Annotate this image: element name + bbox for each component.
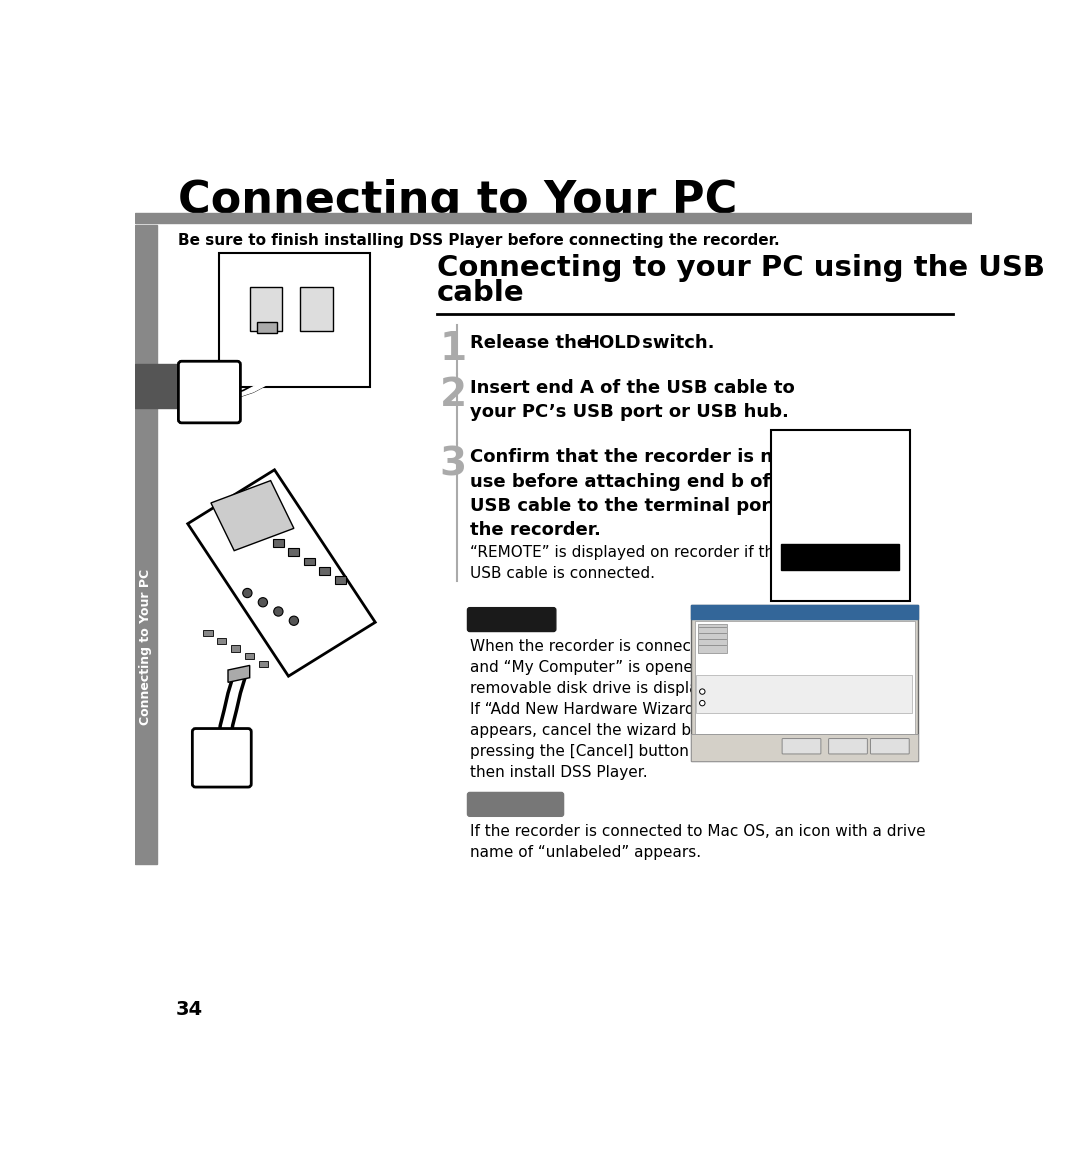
Bar — [135, 225, 157, 864]
Text: Install the software automatically (Recommended): Install the software automatically (Reco… — [708, 688, 903, 697]
FancyBboxPatch shape — [468, 793, 564, 816]
Text: This wizard helps you install a driver for:: This wizard helps you install a driver f… — [698, 654, 868, 664]
Text: 3: 3 — [146, 370, 170, 402]
Bar — [320, 566, 330, 575]
Text: 2: 2 — [440, 376, 467, 414]
Bar — [335, 576, 346, 584]
Bar — [273, 539, 284, 547]
Polygon shape — [211, 481, 294, 550]
Bar — [259, 661, 268, 667]
Text: 34: 34 — [175, 1000, 202, 1018]
Bar — [698, 624, 727, 653]
Bar — [249, 287, 282, 332]
Text: cable: cable — [437, 279, 525, 306]
Bar — [694, 621, 915, 734]
Text: A: A — [194, 373, 225, 412]
Text: Macintosh: Macintosh — [472, 798, 559, 813]
Text: switch.: switch. — [636, 334, 715, 351]
Polygon shape — [188, 469, 375, 676]
Text: If the recorder is connected to Mac OS, an icon with a drive
name of “unlabeled”: If the recorder is connected to Mac OS, … — [470, 824, 926, 860]
Text: Cancel: Cancel — [875, 742, 905, 750]
Bar — [691, 734, 918, 761]
Text: Insert end A of the USB cable to
your PC’s USB port or USB hub.: Insert end A of the USB cable to your PC… — [470, 379, 795, 421]
Bar — [257, 323, 276, 333]
Circle shape — [700, 689, 705, 695]
Text: Confirm that the recorder is not in
use before attaching end b of the
USB cable : Confirm that the recorder is not in use … — [470, 449, 819, 539]
Text: 1: 1 — [440, 329, 467, 368]
Text: Release the: Release the — [470, 334, 595, 351]
FancyBboxPatch shape — [828, 739, 867, 754]
Bar — [218, 253, 369, 387]
Text: REMOTE: REMOTE — [805, 549, 876, 564]
Text: Windows: Windows — [473, 613, 550, 628]
Polygon shape — [228, 666, 249, 682]
Text: Hardware Update Wizard: Hardware Update Wizard — [748, 606, 861, 615]
Bar — [288, 548, 299, 556]
Circle shape — [258, 598, 268, 607]
Text: Connecting to your PC using the USB: Connecting to your PC using the USB — [437, 254, 1045, 282]
Text: 3: 3 — [440, 445, 467, 483]
Bar — [691, 606, 918, 620]
FancyBboxPatch shape — [782, 739, 821, 754]
Text: Connecting to Your PC: Connecting to Your PC — [139, 569, 152, 725]
Bar — [697, 675, 912, 713]
Text: “REMOTE” is displayed on recorder if the
USB cable is connected.: “REMOTE” is displayed on recorder if the… — [470, 546, 783, 580]
FancyBboxPatch shape — [192, 728, 252, 787]
FancyBboxPatch shape — [870, 739, 909, 754]
Bar — [203, 630, 213, 636]
Circle shape — [700, 701, 705, 706]
Text: b: b — [208, 739, 235, 777]
Circle shape — [243, 588, 252, 598]
Bar — [770, 430, 910, 601]
Text: When the recorder is connected
and “My Computer” is opened, a
removable disk dri: When the recorder is connected and “My C… — [470, 639, 731, 780]
Bar — [231, 645, 241, 652]
Text: Back: Back — [791, 742, 812, 750]
Text: Connecting to Your PC: Connecting to Your PC — [177, 179, 737, 222]
Bar — [303, 557, 314, 565]
Bar — [691, 606, 918, 761]
Bar — [245, 653, 255, 659]
Bar — [135, 363, 180, 408]
Bar — [217, 638, 227, 644]
Text: Welcome to the Hardware Update
Wizard: Welcome to the Hardware Update Wizard — [732, 624, 904, 643]
Text: HOLD: HOLD — [584, 334, 642, 351]
Circle shape — [289, 616, 298, 625]
Text: Be sure to finish installing DSS Player before connecting the recorder.: Be sure to finish installing DSS Player … — [177, 232, 780, 247]
Bar — [781, 543, 900, 570]
Bar — [135, 214, 972, 223]
Text: If your hardware came with an installation CD
or floppy disk, insert it now.: If your hardware came with an installati… — [699, 676, 876, 696]
Text: Install from a specific location (Advanced): Install from a specific location (Advanc… — [708, 699, 869, 709]
Bar — [300, 287, 333, 332]
FancyBboxPatch shape — [178, 361, 241, 423]
Circle shape — [273, 607, 283, 616]
Text: OLYMPUS DM-OM EER ES USB Device: OLYMPUS DM-OM EER ES USB Device — [698, 664, 853, 672]
Text: Next: Next — [837, 742, 859, 750]
FancyBboxPatch shape — [468, 608, 556, 631]
